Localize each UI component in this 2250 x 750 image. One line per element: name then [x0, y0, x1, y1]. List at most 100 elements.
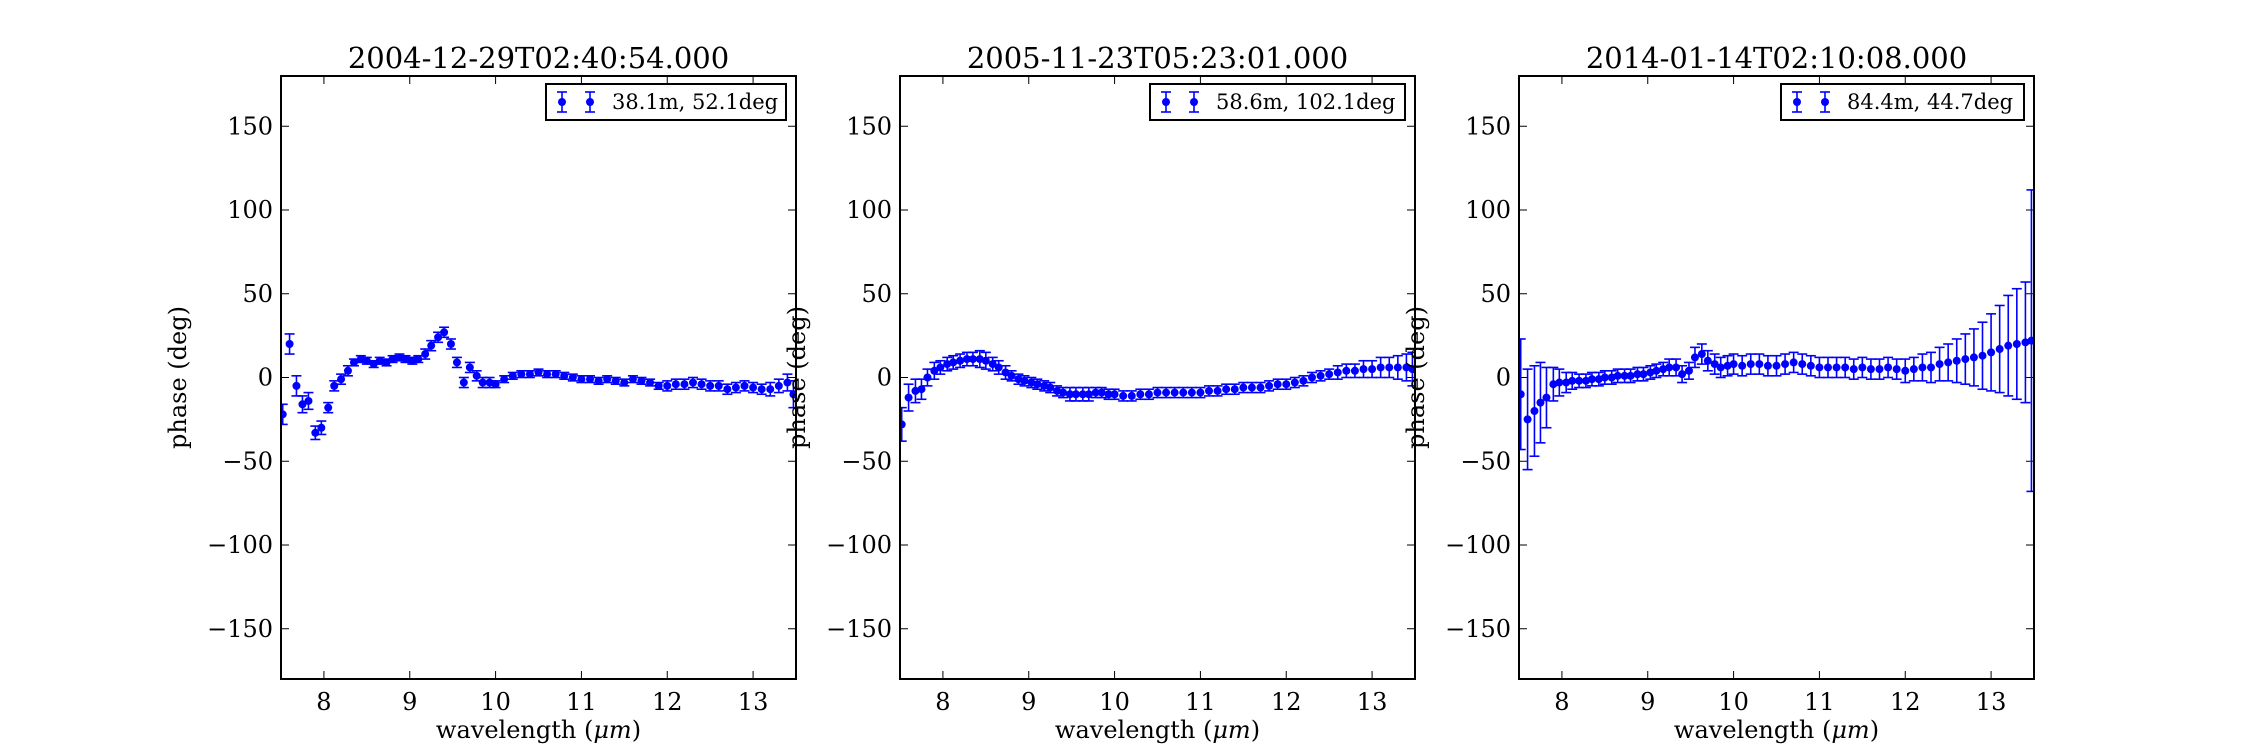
axes-frame: [899, 75, 1416, 680]
data-point: [472, 371, 481, 380]
data-point: [1007, 371, 1016, 380]
y-tick-label: 150: [846, 112, 892, 140]
x-axis-label-close: ): [1870, 716, 1879, 744]
data-point: [330, 381, 339, 390]
data-point: [1110, 390, 1119, 399]
data-point: [1935, 360, 1944, 369]
x-axis-label: wavelength (μm): [1674, 716, 1879, 744]
x-tick-label: 10: [1099, 688, 1130, 716]
data-point: [1652, 366, 1661, 375]
data-point: [1909, 365, 1918, 374]
data-point: [1866, 365, 1875, 374]
data-point: [1014, 375, 1023, 384]
data-point: [427, 341, 436, 350]
data-point: [1918, 363, 1927, 372]
y-axis-label: phase (deg): [1402, 306, 1430, 449]
y-tick-label: 100: [846, 196, 892, 224]
data-point: [1179, 388, 1188, 397]
data-point: [343, 366, 352, 375]
data-point: [1350, 366, 1359, 375]
data-point: [1359, 365, 1368, 374]
data-point: [534, 368, 543, 377]
data-point: [349, 358, 358, 367]
data-point: [1104, 390, 1113, 399]
series-group: [281, 326, 796, 441]
data-point: [568, 373, 577, 382]
data-point: [1084, 390, 1093, 399]
x-tick-label: 8: [1554, 688, 1569, 716]
data-point: [414, 355, 423, 364]
data-point: [1884, 363, 1893, 372]
data-point: [1568, 376, 1577, 385]
data-point: [1333, 368, 1342, 377]
data-point: [749, 383, 758, 392]
y-tick-label: −50: [841, 447, 892, 475]
data-point: [1523, 415, 1532, 424]
data-point: [465, 363, 474, 372]
data-point: [1562, 378, 1571, 387]
data-point: [628, 375, 637, 384]
x-tick-label: 10: [1718, 688, 1749, 716]
data-point: [525, 370, 534, 379]
data-point: [1170, 388, 1179, 397]
legend-label: 84.4m, 44.7deg: [1847, 90, 2013, 114]
data-point: [917, 385, 926, 394]
data-point: [714, 381, 723, 390]
y-tick-label: −100: [826, 531, 892, 559]
data-point: [956, 356, 965, 365]
data-point: [994, 363, 1003, 372]
data-point: [478, 378, 487, 387]
series-group: [1519, 189, 2034, 493]
data-point: [757, 385, 766, 394]
data-point: [1927, 363, 1935, 372]
data-point: [1187, 388, 1196, 397]
y-tick-label: 100: [1465, 196, 1511, 224]
legend-marker: [586, 98, 594, 106]
legend-label: 58.6m, 102.1deg: [1216, 90, 1395, 114]
data-point: [1020, 376, 1029, 385]
data-point: [1987, 348, 1996, 357]
data-point: [1781, 360, 1790, 369]
data-point: [1033, 380, 1042, 389]
data-point: [1678, 370, 1687, 379]
data-point: [968, 355, 977, 364]
data-point: [671, 380, 680, 389]
data-point: [1607, 373, 1616, 382]
legend: 38.1m, 52.1deg: [545, 83, 787, 121]
data-point: [1325, 370, 1334, 379]
x-tick-label: 12: [1271, 688, 1302, 716]
data-point: [923, 373, 932, 382]
data-point: [1665, 363, 1674, 372]
data-point: [362, 356, 371, 365]
data-point: [611, 376, 620, 385]
data-point: [1342, 366, 1351, 375]
data-point: [1789, 358, 1798, 367]
data-point: [1119, 391, 1128, 400]
data-point: [1316, 371, 1325, 380]
data-point: [1600, 373, 1609, 382]
data-point: [680, 380, 689, 389]
data-point: [1239, 383, 1248, 392]
data-point: [1961, 355, 1970, 364]
data-point: [459, 378, 468, 387]
x-axis-label: wavelength (μm): [436, 716, 641, 744]
data-point: [930, 366, 939, 375]
data-point: [697, 380, 706, 389]
data-point: [281, 410, 287, 419]
data-point: [1385, 363, 1394, 372]
data-point: [1581, 376, 1590, 385]
chart-title: 2005-11-23T05:23:01.000: [967, 41, 1348, 75]
data-point: [440, 328, 449, 337]
data-point: [766, 385, 775, 394]
axes-frame: [1518, 75, 2035, 680]
data-point: [1162, 388, 1171, 397]
data-point: [337, 375, 346, 384]
data-point: [1755, 360, 1764, 369]
y-tick-label: −150: [1445, 615, 1511, 643]
data-point: [1594, 375, 1603, 384]
data-point: [1944, 358, 1953, 367]
data-point: [1265, 381, 1274, 390]
data-point: [1136, 390, 1145, 399]
legend-marker: [558, 98, 566, 106]
data-point: [1815, 363, 1824, 372]
